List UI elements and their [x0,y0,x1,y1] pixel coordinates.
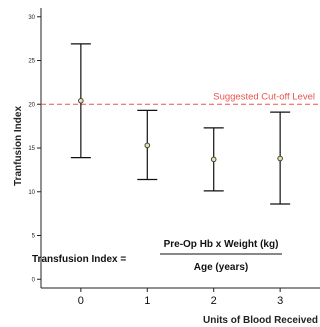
y-tick-label: 15 [28,146,35,152]
cutoff-reference: Suggested Cut-off Level [41,91,320,105]
mean-points [78,97,283,163]
x-tick-label: 3 [277,295,283,307]
y-tick-label: 30 [28,15,35,21]
x-axis-title: Units of Blood Received [203,315,318,326]
cutoff-label: Suggested Cut-off Level [213,91,315,102]
y-tick-label: 0 [32,277,36,283]
formula: Transfusion Index = Pre-Op Hb x Weight (… [32,239,282,273]
y-axis-title: Tranfusion Index [13,106,24,186]
x-tick-label: 2 [211,295,217,307]
mean-point [78,97,84,104]
formula-lhs: Transfusion Index = [32,254,126,265]
x-axis: 0 1 2 3 [41,287,320,307]
error-bars [70,43,291,205]
y-tick-label: 10 [28,190,35,196]
y-tick-label: 25 [28,59,35,65]
mean-point [144,142,151,149]
mean-point [277,155,283,162]
formula-numerator: Pre-Op Hb x Weight (kg) [164,239,279,250]
y-tick-label: 5 [32,234,36,240]
formula-denominator: Age (years) [194,262,248,273]
x-tick-label: 1 [144,295,150,307]
y-tick-label: 20 [28,102,35,108]
mean-point [210,156,217,163]
x-tick-label: 0 [78,295,84,307]
y-axis: 0 5 10 15 20 25 30 [28,8,42,288]
